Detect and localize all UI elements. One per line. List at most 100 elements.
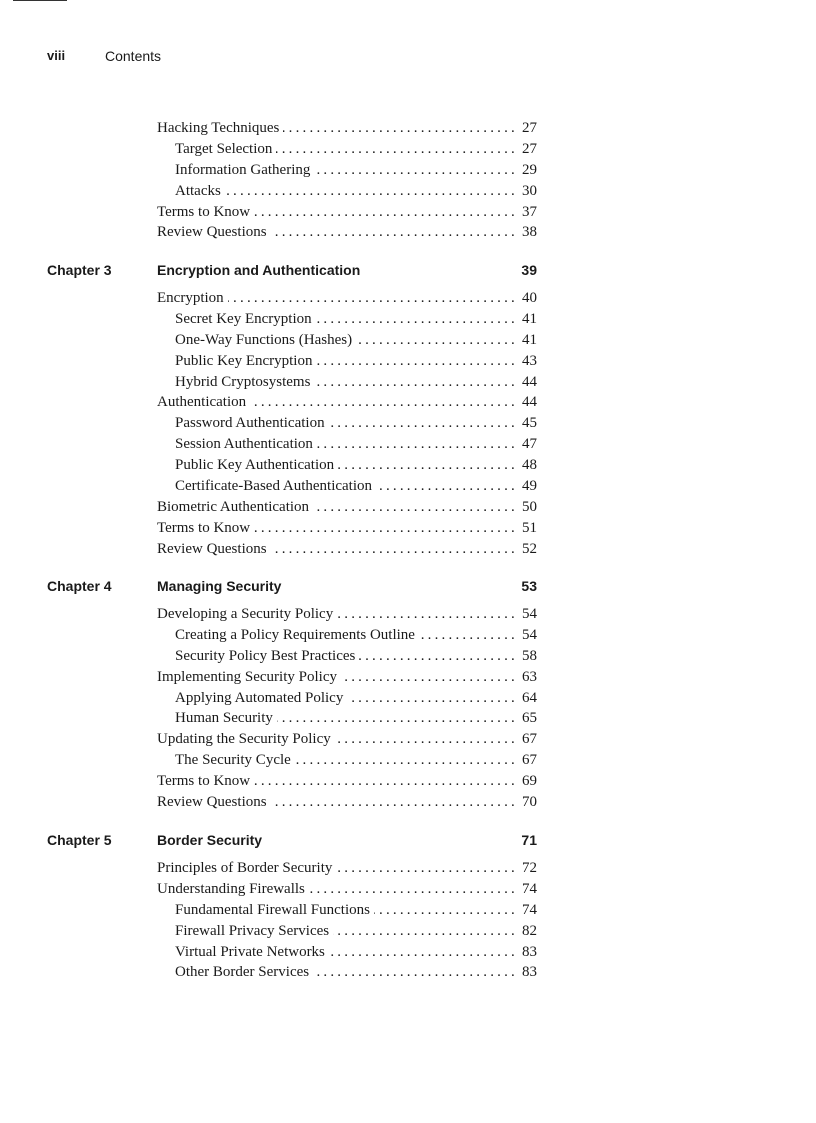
dot-leader: ........................................… (283, 120, 518, 136)
entry-page: 69 (522, 773, 537, 790)
entry-page: 37 (522, 203, 537, 220)
toc-section: Developing a Security Policy............… (157, 606, 537, 815)
toc-entry[interactable]: Encryption..............................… (157, 290, 537, 311)
entry-page: 50 (522, 498, 537, 515)
toc-entry[interactable]: Security Policy Best Practices..........… (157, 648, 537, 669)
entry-page: 51 (522, 519, 537, 536)
toc-entry[interactable]: Review Questions........................… (157, 224, 537, 245)
toc-section: Hacking Techniques......................… (157, 120, 537, 245)
toc-entry[interactable]: Human Security..........................… (157, 710, 537, 731)
entry-page: 67 (522, 752, 537, 769)
dot-leader: ........................................… (336, 860, 518, 876)
toc-entry[interactable]: Password Authentication.................… (157, 415, 537, 436)
entry-label: Creating a Policy Requirements Outline (175, 626, 415, 643)
entry-page: 74 (522, 901, 537, 918)
toc-entry[interactable]: Creating a Policy Requirements Outline..… (157, 627, 537, 648)
dot-leader: ........................................… (276, 140, 518, 157)
toc-entry[interactable]: Review Questions........................… (157, 794, 537, 815)
dot-leader: ........................................… (225, 182, 518, 199)
entry-page: 72 (522, 860, 537, 876)
entry-label: Review Questions (157, 224, 267, 241)
toc-entry[interactable]: One-Way Functions (Hashes)..............… (157, 332, 537, 353)
toc-entry[interactable]: Secret Key Encryption...................… (157, 311, 537, 332)
dot-leader: ........................................… (338, 457, 518, 474)
running-title: Contents (105, 48, 162, 64)
toc-entry[interactable]: Certificate-Based Authentication........… (157, 478, 537, 499)
toc-entry[interactable]: Public Key Encryption...................… (157, 353, 537, 374)
entry-page: 30 (522, 182, 537, 199)
toc-entry[interactable]: Hybrid Cryptosystems....................… (157, 374, 537, 395)
toc-entry[interactable]: Principles of Border Security...........… (157, 860, 537, 881)
toc-entry[interactable]: Public Key Authentication...............… (157, 457, 537, 478)
toc-entry[interactable]: Session Authentication..................… (157, 436, 537, 457)
dot-leader: ........................................… (254, 519, 518, 536)
toc-entry[interactable]: Virtual Private Networks................… (157, 944, 537, 965)
toc-entry[interactable]: Terms to Know...........................… (157, 520, 537, 541)
dot-leader: ........................................… (419, 626, 518, 643)
toc-entry[interactable]: Firewall Privacy Services...............… (157, 923, 537, 944)
dot-leader: ........................................… (376, 478, 518, 495)
dot-leader: ........................................… (276, 710, 518, 727)
toc-entry[interactable]: Terms to Know...........................… (157, 773, 537, 794)
toc-entry[interactable]: Information Gathering...................… (157, 162, 537, 183)
entry-label: Public Key Encryption (175, 352, 313, 369)
toc-entry[interactable]: Developing a Security Policy............… (157, 606, 537, 627)
dot-leader: ........................................… (341, 668, 518, 685)
entry-label: Understanding Firewalls (157, 880, 305, 897)
entry-label: Terms to Know (157, 203, 251, 220)
chapter-title: Encryption and Authentication (157, 262, 361, 278)
entry-label: Certificate-Based Authentication (175, 478, 373, 495)
entry-page: 70 (522, 794, 537, 811)
toc-entry[interactable]: Hacking Techniques......................… (157, 120, 537, 141)
dot-leader: ........................................… (250, 394, 518, 411)
dot-leader: ........................................… (271, 794, 518, 811)
entry-page: 54 (522, 626, 537, 643)
toc-entry[interactable]: Terms to Know...........................… (157, 204, 537, 225)
toc-entry[interactable]: The Security Cycle......................… (157, 752, 537, 773)
dot-leader: ........................................… (228, 290, 518, 306)
entry-label: Applying Automated Policy (175, 689, 344, 706)
entry-page: 40 (522, 290, 537, 306)
toc-entry[interactable]: Understanding Firewalls.................… (157, 881, 537, 902)
chapter-title: Border Security (157, 832, 263, 848)
chapter-heading[interactable]: Chapter 4 Managing Security 53 (47, 578, 537, 598)
toc-entry[interactable]: Attacks.................................… (157, 183, 537, 204)
toc-entry[interactable]: Review Questions........................… (157, 541, 537, 562)
dot-leader: ........................................… (254, 203, 518, 220)
entry-page: 29 (522, 161, 537, 178)
entry-label: Developing a Security Policy (157, 606, 334, 622)
chapter-page: 53 (521, 578, 537, 594)
entry-label: Attacks (175, 182, 221, 199)
dot-leader: ........................................… (359, 647, 518, 664)
entry-label: One-Way Functions (Hashes) (175, 331, 353, 348)
toc-entry[interactable]: Authentication..........................… (157, 394, 537, 415)
toc-entry[interactable]: Fundamental Firewall Functions..........… (157, 902, 537, 923)
entry-label: Encryption (157, 290, 224, 306)
page-number: viii (47, 48, 66, 63)
toc-entry[interactable]: Implementing Security Policy............… (157, 669, 537, 690)
toc-entry[interactable]: Biometric Authentication................… (157, 499, 537, 520)
chapter-heading[interactable]: Chapter 5 Border Security 71 (47, 832, 537, 852)
toc-entry[interactable]: Other Border Services...................… (157, 964, 537, 985)
entry-label: Public Key Authentication (175, 457, 335, 474)
chapter-title: Managing Security (157, 578, 282, 594)
toc-entry[interactable]: Target Selection........................… (157, 141, 537, 162)
chapter-number: Chapter 4 (47, 578, 112, 594)
dot-leader: ........................................… (271, 224, 518, 241)
entry-label: Firewall Privacy Services (175, 922, 330, 939)
dot-leader: ........................................… (356, 331, 518, 348)
dot-leader: ........................................… (314, 161, 518, 178)
entry-page: 43 (522, 352, 537, 369)
dot-leader: ........................................… (315, 310, 518, 327)
entry-label: Information Gathering (175, 161, 311, 178)
chapter-number: Chapter 3 (47, 262, 112, 278)
toc-entry[interactable]: Updating the Security Policy............… (157, 731, 537, 752)
entry-label: Updating the Security Policy (157, 731, 331, 748)
chapter-heading[interactable]: Chapter 3 Encryption and Authentication 39 (47, 262, 537, 282)
entry-label: Implementing Security Policy (157, 668, 337, 685)
entry-page: 41 (522, 331, 537, 348)
toc-entry[interactable]: Applying Automated Policy...............… (157, 690, 537, 711)
toc-section: Principles of Border Security...........… (157, 860, 537, 985)
entry-label: Virtual Private Networks (175, 943, 325, 960)
entry-page: 44 (522, 373, 537, 390)
